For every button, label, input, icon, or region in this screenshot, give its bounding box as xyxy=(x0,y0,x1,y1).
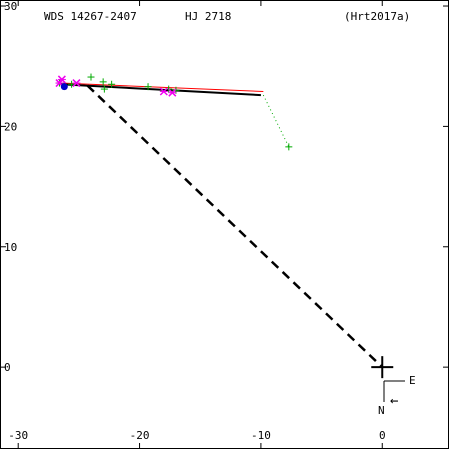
north-label: N xyxy=(378,404,385,417)
speckle-point xyxy=(168,88,177,97)
x-tick-label: -10 xyxy=(251,429,271,442)
observation-point xyxy=(100,85,108,93)
east-label: E xyxy=(409,374,416,387)
x-tick-label: 0 xyxy=(379,429,386,442)
orbit-line xyxy=(60,83,261,97)
highlighted-point xyxy=(60,83,68,91)
observation-point xyxy=(144,83,152,91)
speckle-point xyxy=(57,75,66,84)
y-tick-label: 30 xyxy=(4,0,17,13)
direction-arrow-icon: ← xyxy=(390,393,398,409)
x-tick-label: -20 xyxy=(130,429,150,442)
y-tick-label: 0 xyxy=(4,361,11,374)
x-tick-label: -30 xyxy=(8,429,28,442)
x-axis: -30 -20 -10 0 xyxy=(8,0,386,449)
star-name: HJ 2718 xyxy=(185,10,231,23)
orientation-indicator: E N ← xyxy=(378,374,416,417)
y-axis: 30 20 10 0 xyxy=(0,0,449,374)
plot-series xyxy=(55,73,394,379)
reference-code: (Hrt2017a) xyxy=(344,10,410,23)
y-tick-label: 10 xyxy=(4,241,17,254)
observation-point xyxy=(68,80,76,88)
orbit-alt-line xyxy=(60,82,264,92)
observation-point xyxy=(108,80,116,88)
y-tick-label: 20 xyxy=(4,120,17,133)
residual-line xyxy=(262,94,290,148)
observation-point xyxy=(87,73,95,81)
wds-identifier: WDS 14267-2407 xyxy=(44,10,137,23)
observation-point xyxy=(285,143,293,151)
primary-star xyxy=(371,356,394,379)
line-of-nodes xyxy=(86,84,384,369)
speckle-point xyxy=(72,79,81,88)
speckle-point xyxy=(159,87,168,96)
observation-point xyxy=(99,78,107,86)
